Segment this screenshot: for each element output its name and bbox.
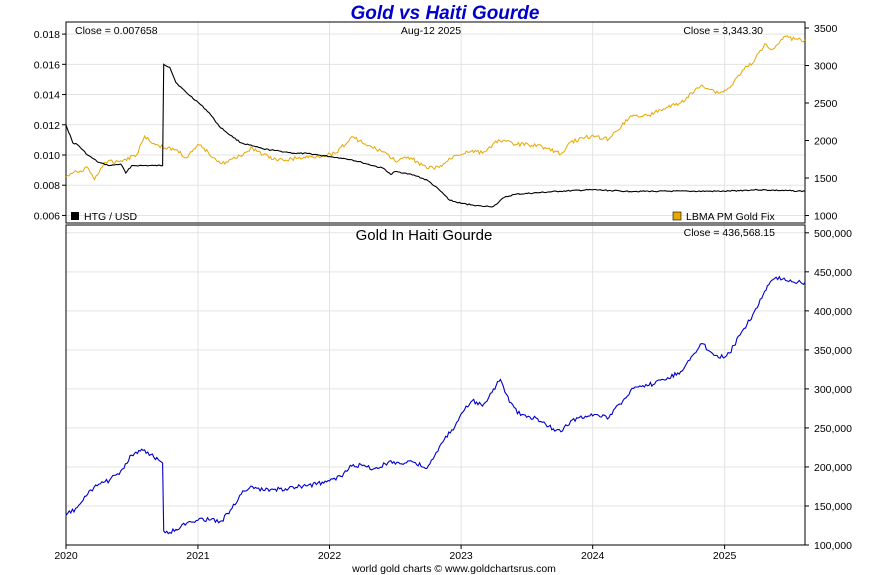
right-top-tick-label: 2000	[814, 136, 838, 148]
htg-close-label: Close = 0.007658	[75, 25, 158, 37]
left-tick-label: 0.012	[34, 120, 60, 132]
left-tick-label: 0.018	[34, 29, 60, 41]
x-tick-label: 2024	[581, 550, 605, 562]
left-tick-label: 0.008	[34, 180, 60, 192]
bottom-panel-frame	[65, 224, 806, 546]
right-axis-ticks-top: 1000 1500 2000 2500 3000 3500	[805, 23, 838, 223]
series-line-htg-usd	[65, 63, 806, 208]
right-top-tick-label: 1500	[814, 173, 838, 185]
series-line-gold-in-htg	[65, 275, 806, 535]
right-bottom-tick-label: 200,000	[814, 462, 852, 474]
right-bottom-tick-label: 300,000	[814, 384, 852, 396]
gold-htg-close-label: Close = 436,568.15	[684, 227, 776, 239]
legend-label-gold: LBMA PM Gold Fix	[686, 211, 775, 223]
right-top-tick-label: 3500	[814, 23, 838, 35]
x-axis-ticks: 2020 2021 2022 2023 2024 2025	[54, 545, 736, 562]
right-top-tick-label: 3000	[814, 61, 838, 73]
chart-title: Gold vs Haiti Gourde	[351, 3, 540, 24]
right-bottom-tick-label: 450,000	[814, 267, 852, 279]
left-axis-ticks: 0.006 0.008 0.010 0.012 0.014 0.016 0.018	[34, 29, 66, 222]
bottom-panel-grid	[66, 225, 805, 546]
top-panel-frame	[65, 21, 806, 224]
right-bottom-tick-label: 350,000	[814, 345, 852, 357]
gold-close-label: Close = 3,343.30	[683, 25, 763, 37]
x-tick-label: 2025	[713, 550, 737, 562]
left-tick-label: 0.010	[34, 150, 60, 162]
left-tick-label: 0.014	[34, 90, 60, 102]
legend-swatch-gold	[672, 211, 682, 221]
x-tick-label: 2022	[318, 550, 342, 562]
right-bottom-tick-label: 250,000	[814, 423, 852, 435]
x-tick-label: 2023	[449, 550, 473, 562]
right-bottom-tick-label: 500,000	[814, 228, 852, 240]
right-top-tick-label: 1000	[814, 211, 838, 223]
x-tick-label: 2020	[54, 550, 78, 562]
bottom-panel-title: Gold In Haiti Gourde	[356, 227, 493, 244]
right-axis-ticks-bottom: 100,000 150,000 200,000 250,000 300,000 350,0…	[805, 228, 852, 552]
right-bottom-tick-label: 400,000	[814, 306, 852, 318]
left-tick-label: 0.006	[34, 210, 60, 222]
right-bottom-tick-label: 100,000	[814, 540, 852, 552]
x-tick-label: 2021	[186, 550, 210, 562]
series-line-lbma-gold	[65, 34, 806, 181]
legend-swatch-htg	[71, 212, 79, 220]
right-bottom-tick-label: 150,000	[814, 501, 852, 513]
right-top-tick-label: 2500	[814, 98, 838, 110]
footer-credit: world gold charts © www.goldchartsrus.co…	[351, 563, 556, 575]
date-label: Aug-12 2025	[401, 25, 461, 37]
legend-label-htg: HTG / USD	[84, 211, 138, 223]
left-tick-label: 0.016	[34, 59, 60, 71]
top-panel-grid	[66, 22, 805, 223]
